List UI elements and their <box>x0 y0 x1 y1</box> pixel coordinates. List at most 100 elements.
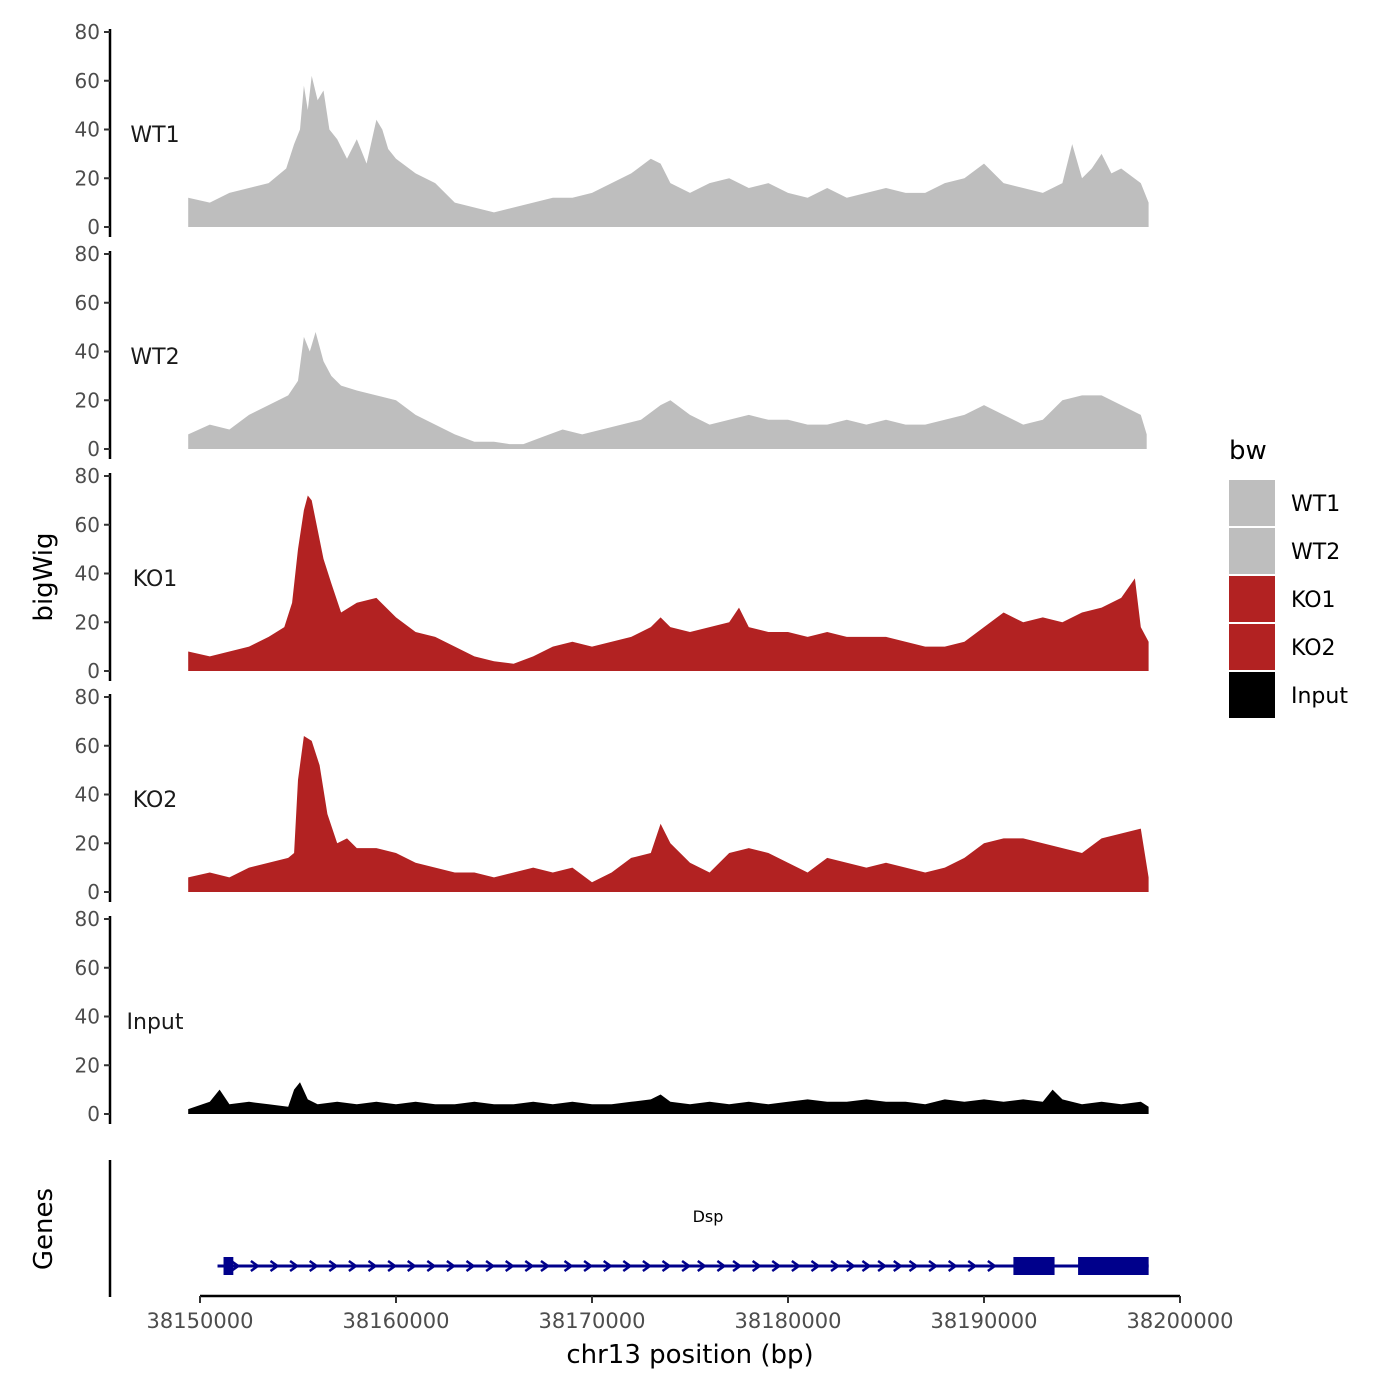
area-ko1 <box>188 495 1149 671</box>
legend-label: WT1 <box>1291 492 1340 517</box>
y-tick-label: 80 <box>75 464 100 488</box>
gene-track: Dsp <box>108 1160 1149 1297</box>
strand-arrow-icon <box>845 1259 856 1273</box>
y-tick-label: 0 <box>87 215 100 239</box>
strand-arrow-icon <box>524 1259 535 1273</box>
strand-arrow-icon <box>230 1259 241 1273</box>
legend-label: KO1 <box>1291 588 1336 613</box>
legend-swatch-ko2 <box>1229 624 1275 670</box>
strand-arrow-icon <box>387 1259 398 1273</box>
y-tick-label: 0 <box>87 1102 100 1126</box>
strand-arrow-icon <box>504 1259 515 1273</box>
strand-arrow-icon <box>348 1259 359 1273</box>
x-tick-label: 38170000 <box>539 1309 646 1333</box>
area-input <box>188 1082 1149 1114</box>
area-wt1 <box>188 75 1149 228</box>
signal-tracks: 0 20 40 60 80 WT1 0 20 40 60 80 WT2 0 20 40 60 80 KO1 0 20 4… <box>75 20 1149 1126</box>
strand-arrow-icon <box>583 1259 594 1273</box>
x-axis-title: chr13 position (bp) <box>566 1340 813 1370</box>
strand-arrow-icon <box>928 1259 939 1273</box>
y-tick-label: 40 <box>75 562 100 586</box>
x-axis: 38150000 38160000 38170000 38180000 38190000… <box>147 1294 1234 1333</box>
strand-arrow-icon <box>426 1259 437 1273</box>
strand-arrow-icon <box>810 1259 821 1273</box>
strand-arrow-icon <box>716 1259 727 1273</box>
x-tick-label: 38180000 <box>735 1309 842 1333</box>
track-label: WT1 <box>130 123 179 148</box>
strand-arrow-icon <box>406 1259 417 1273</box>
strand-arrow-icon <box>563 1259 574 1273</box>
y-tick-label: 20 <box>75 831 100 855</box>
legend-swatch-wt2 <box>1229 528 1275 574</box>
strand-arrow-icon <box>540 1259 551 1273</box>
track-label: WT2 <box>130 345 179 370</box>
y-tick-label: 0 <box>87 880 100 904</box>
x-tick-label: 38160000 <box>343 1309 450 1333</box>
y-tick-label: 80 <box>75 685 100 709</box>
y-tick-label: 40 <box>75 118 100 142</box>
x-tick-label: 38150000 <box>147 1309 254 1333</box>
strand-arrow-icon <box>661 1259 672 1273</box>
strand-arrow-icon <box>681 1259 692 1273</box>
y-tick-label: 20 <box>75 1053 100 1077</box>
strand-arrow-icon <box>465 1259 476 1273</box>
strand-arrow-icon <box>328 1259 339 1273</box>
strand-arrow-icon <box>269 1259 280 1273</box>
strand-arrow-icon <box>877 1259 888 1273</box>
legend-label: KO2 <box>1291 636 1336 661</box>
strand-arrow-icon <box>861 1259 872 1273</box>
gene-track-label: Genes <box>29 1188 59 1270</box>
track-label: Input <box>127 1010 184 1035</box>
y-tick-label: 80 <box>75 20 100 44</box>
y-tick-label: 0 <box>87 659 100 683</box>
y-axis-title: bigWig <box>29 532 59 621</box>
strand-arrow-icon <box>830 1259 841 1273</box>
exon <box>223 1257 234 1275</box>
strand-arrow-icon <box>367 1259 378 1273</box>
strand-arrow-icon <box>791 1259 801 1273</box>
strand-arrow-icon <box>893 1259 903 1273</box>
panel-wt2: 0 20 40 60 80 WT2 <box>75 242 1147 461</box>
panel-ko1: 0 20 40 60 80 KO1 <box>75 464 1149 683</box>
panel-input: 0 20 40 60 80 Input <box>75 907 1149 1126</box>
y-tick-label: 20 <box>75 388 100 412</box>
y-tick-label: 20 <box>75 166 100 190</box>
y-tick-label: 0 <box>87 437 100 461</box>
track-label: KO1 <box>133 567 178 592</box>
exon <box>1078 1257 1149 1275</box>
exon <box>1013 1257 1055 1275</box>
strand-arrow-icon <box>622 1259 633 1273</box>
y-tick-label: 60 <box>75 734 100 758</box>
y-tick-label: 80 <box>75 242 100 266</box>
strand-arrow-icon <box>308 1259 319 1273</box>
track-label: KO2 <box>133 788 178 813</box>
legend-title: bw <box>1229 436 1267 466</box>
strand-arrow-icon <box>947 1259 958 1273</box>
area-wt2 <box>188 332 1147 449</box>
gene-name: Dsp <box>693 1207 724 1226</box>
y-tick-label: 20 <box>75 610 100 634</box>
strand-arrow-icon <box>446 1259 457 1273</box>
strand-arrow-icon <box>908 1259 919 1273</box>
x-tick-label: 38200000 <box>1127 1309 1234 1333</box>
panel-wt1: 0 20 40 60 80 WT1 <box>75 20 1149 239</box>
strand-arrow-icon <box>987 1259 997 1273</box>
legend-swatch-wt1 <box>1229 480 1275 526</box>
strand-arrow-icon <box>732 1259 743 1273</box>
strand-arrow-icon <box>602 1259 613 1273</box>
strand-arrow-icon <box>967 1259 978 1273</box>
strand-arrow-icon <box>697 1259 707 1273</box>
strand-arrow-icon <box>485 1259 496 1273</box>
legend: bw WT1 WT2 KO1 KO2 Input <box>1229 436 1348 718</box>
strand-arrow-icon <box>642 1259 653 1273</box>
x-tick-label: 38190000 <box>931 1309 1038 1333</box>
legend-swatch-ko1 <box>1229 576 1275 622</box>
y-tick-label: 60 <box>75 956 100 980</box>
panel-ko2: 0 20 40 60 80 KO2 <box>75 685 1149 904</box>
y-tick-label: 60 <box>75 513 100 537</box>
y-tick-label: 80 <box>75 907 100 931</box>
legend-swatch-input <box>1229 672 1275 718</box>
y-tick-label: 40 <box>75 1005 100 1029</box>
y-tick-label: 60 <box>75 69 100 93</box>
